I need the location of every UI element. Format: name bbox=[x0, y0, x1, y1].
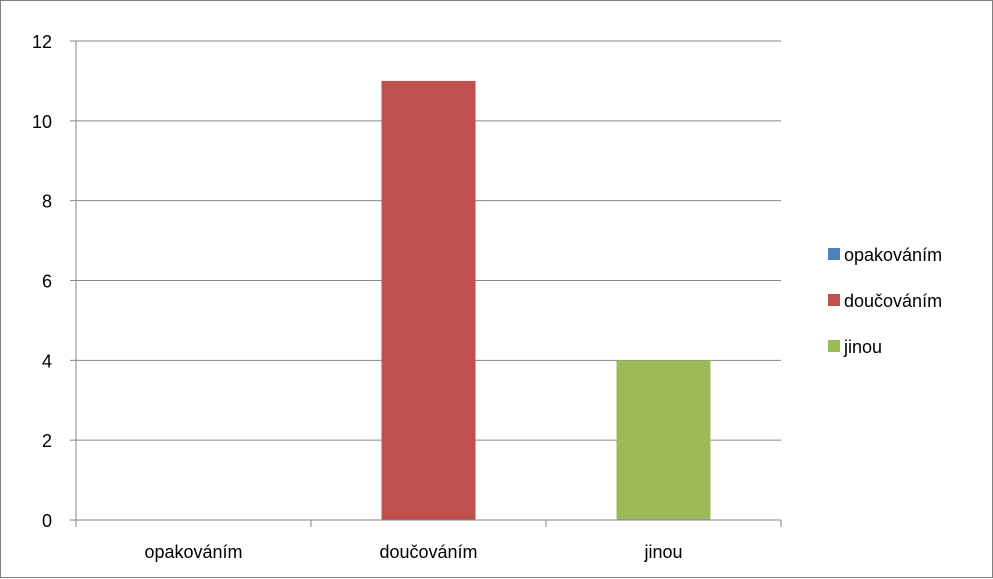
y-tick-label: 12 bbox=[32, 32, 52, 52]
legend-swatch bbox=[828, 248, 840, 260]
y-tick-label: 0 bbox=[42, 511, 52, 531]
y-tick-label: 6 bbox=[42, 272, 52, 292]
y-tick-label: 10 bbox=[32, 112, 52, 132]
x-tick-label: jinou bbox=[643, 542, 682, 562]
bars bbox=[381, 80, 711, 521]
y-tick-label: 2 bbox=[42, 431, 52, 451]
axes bbox=[75, 41, 782, 527]
legend: opakováním doučováním jinou bbox=[828, 245, 942, 357]
legend-label: doučováním bbox=[844, 291, 942, 311]
y-tick-labels: 0 2 4 6 8 10 12 bbox=[32, 32, 52, 531]
legend-label: opakováním bbox=[844, 245, 942, 265]
x-tick-labels: opakováním doučováním jinou bbox=[144, 542, 682, 562]
bar bbox=[381, 80, 476, 521]
legend-swatch bbox=[828, 340, 840, 352]
y-tick-label: 4 bbox=[42, 351, 52, 371]
legend-swatch bbox=[828, 294, 840, 306]
bar bbox=[616, 360, 711, 520]
legend-label: jinou bbox=[843, 337, 882, 357]
x-tick-label: doučováním bbox=[379, 542, 477, 562]
y-tick-label: 8 bbox=[42, 192, 52, 212]
x-tick-label: opakováním bbox=[144, 542, 242, 562]
